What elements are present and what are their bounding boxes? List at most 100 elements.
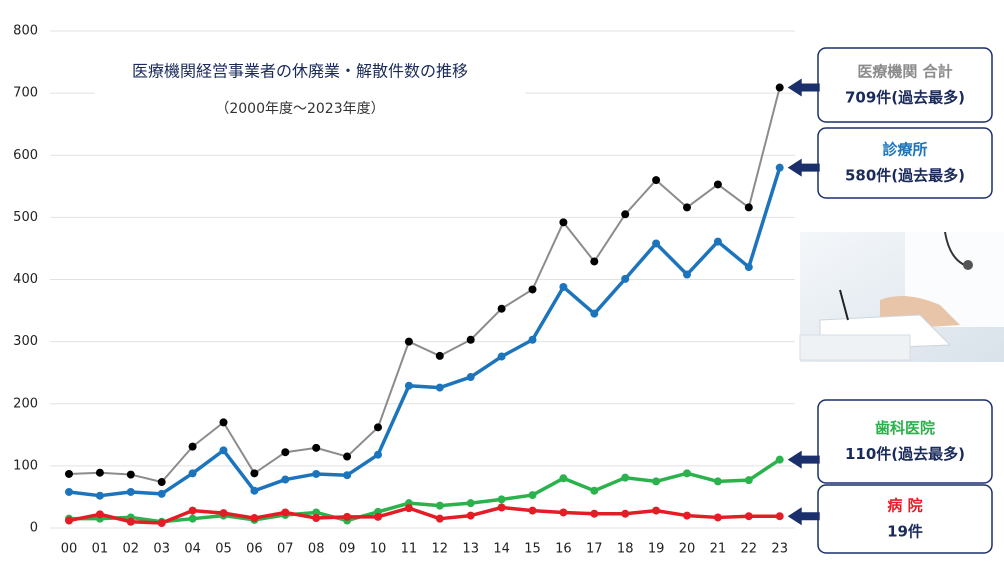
data-point xyxy=(404,381,413,390)
data-point xyxy=(374,450,382,459)
data-point xyxy=(343,512,352,521)
data-point xyxy=(466,335,475,344)
y-tick-label: 0 xyxy=(30,521,38,536)
data-point xyxy=(95,491,104,500)
data-point xyxy=(528,506,537,515)
data-point xyxy=(621,210,630,219)
legend-label: 診療所 xyxy=(882,141,927,159)
data-point xyxy=(497,352,506,361)
data-point xyxy=(744,203,753,212)
x-tick-label: 16 xyxy=(555,542,572,557)
x-tick-label: 10 xyxy=(370,542,387,557)
data-label: 19件 xyxy=(887,523,923,541)
data-point xyxy=(65,516,73,525)
series-line xyxy=(68,87,781,484)
data-point xyxy=(435,351,444,360)
data-point xyxy=(281,448,290,457)
legend-label: 歯科医院 xyxy=(875,419,935,437)
annotation-arrow xyxy=(787,158,820,177)
data-point xyxy=(559,282,568,291)
legend-label: 病 院 xyxy=(887,497,922,515)
data-point xyxy=(497,304,506,313)
data-point xyxy=(188,506,197,515)
data-point xyxy=(281,508,290,517)
x-tick-label: 03 xyxy=(153,542,170,557)
data-point xyxy=(312,514,321,523)
data-point xyxy=(713,513,722,522)
y-tick-label: 700 xyxy=(13,86,38,101)
legend-label: 医療機関 合計 xyxy=(857,63,952,81)
data-point xyxy=(559,218,568,227)
data-point xyxy=(65,469,73,478)
data-point xyxy=(157,478,166,487)
data-label: 580件(過去最多) xyxy=(845,167,965,185)
annotation: 診療所 580件(過去最多) xyxy=(787,127,993,199)
annotation-arrow xyxy=(787,78,820,97)
data-point xyxy=(744,476,753,485)
data-point xyxy=(219,418,228,427)
annotation-box xyxy=(817,127,993,199)
data-point xyxy=(65,487,73,496)
data-point xyxy=(312,508,321,517)
x-tick-label: 00 xyxy=(61,542,78,557)
photo xyxy=(799,231,1004,362)
data-point xyxy=(188,442,197,451)
data-point xyxy=(590,309,599,318)
data-point xyxy=(219,509,228,518)
data-point xyxy=(652,477,661,486)
y-tick-label: 400 xyxy=(13,272,38,287)
x-tick-label: 06 xyxy=(246,542,263,557)
x-tick-label: 09 xyxy=(339,542,356,557)
data-point xyxy=(497,503,506,512)
annotation-box xyxy=(817,399,993,484)
data-point xyxy=(95,468,104,477)
data-point xyxy=(775,455,784,464)
annotation: 歯科医院 110件(過去最多) xyxy=(787,399,993,484)
x-tick-label: 18 xyxy=(617,542,634,557)
data-point xyxy=(374,423,382,432)
data-point xyxy=(435,383,444,392)
data-point xyxy=(683,203,691,212)
y-tick-label: 800 xyxy=(13,24,38,39)
x-tick-label: 05 xyxy=(215,542,232,557)
x-tick-label: 17 xyxy=(586,542,603,557)
data-point xyxy=(775,83,784,92)
x-tick-label: 13 xyxy=(462,542,479,557)
data-point xyxy=(621,274,630,283)
data-point xyxy=(250,469,259,478)
data-point xyxy=(219,446,228,455)
series-line xyxy=(69,458,781,524)
data-point xyxy=(404,337,413,346)
annotation-arrow xyxy=(787,507,820,526)
data-point xyxy=(713,180,722,189)
series-line xyxy=(68,505,780,525)
data-point xyxy=(621,473,630,482)
x-tick-label: 14 xyxy=(493,542,510,557)
annotation-box xyxy=(817,47,993,123)
chart-title: 医療機関経営事業者の休廃業・解散件数の推移 xyxy=(132,62,468,81)
data-point xyxy=(466,511,475,520)
y-tick-label: 300 xyxy=(13,334,38,349)
annotation-box xyxy=(817,484,993,554)
data-point xyxy=(374,512,382,521)
x-tick-label: 04 xyxy=(184,542,201,557)
x-tick-label: 11 xyxy=(401,542,418,557)
data-point xyxy=(775,512,784,521)
data-point xyxy=(188,469,197,478)
annotation-arrow xyxy=(787,450,820,469)
x-tick-label: 02 xyxy=(123,542,140,557)
annotation: 医療機関 合計 709件(過去最多) xyxy=(787,47,993,123)
data-point xyxy=(683,511,691,520)
data-point xyxy=(621,509,630,518)
data-point xyxy=(250,486,259,495)
data-point xyxy=(312,469,321,478)
data-point xyxy=(528,285,537,294)
data-point xyxy=(528,491,537,500)
data-point xyxy=(312,443,321,452)
data-point xyxy=(713,237,722,246)
data-label: 709件(過去最多) xyxy=(845,89,965,107)
x-tick-label: 01 xyxy=(92,542,109,557)
data-point xyxy=(497,495,506,504)
x-tick-label: 21 xyxy=(710,542,727,557)
